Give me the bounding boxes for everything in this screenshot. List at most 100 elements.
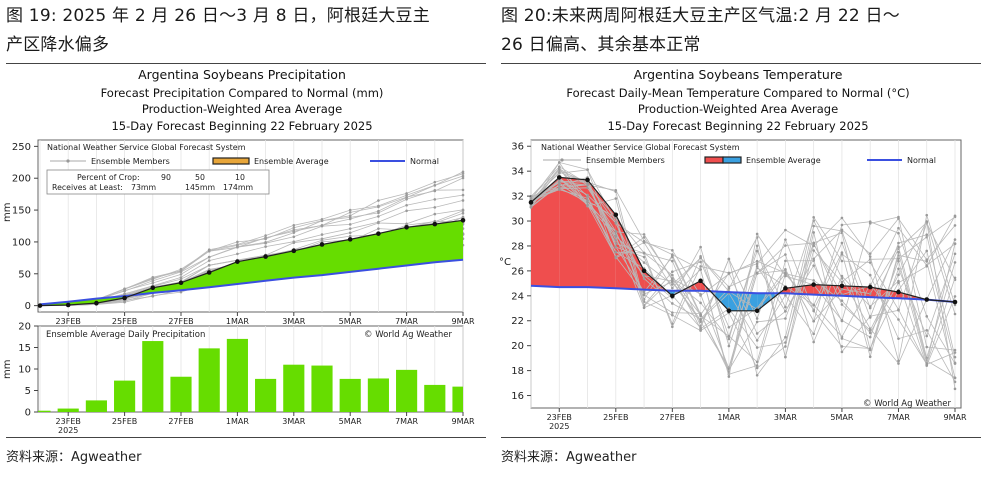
- temp-ensemble-member-point: [953, 348, 957, 352]
- crop-table-pct-90: 90: [161, 173, 171, 182]
- crop-table-box: [46, 169, 270, 195]
- precip-ensemble-member-point: [179, 273, 183, 276]
- temp-ensemble-member-point: [925, 213, 929, 217]
- precip-ensemble-member-point: [348, 234, 352, 238]
- right-chart-subtitle-3: 15-Day Forecast Beginning 22 February 20…: [607, 119, 868, 133]
- temp-average-point: [726, 308, 732, 314]
- precip-ensemble-member-point: [377, 221, 380, 225]
- temp-ensemble-member-point: [755, 360, 759, 364]
- precip-ensemble-member-point: [405, 222, 408, 226]
- precip-ensemble-member-point: [236, 240, 239, 244]
- precip-ensemble-member-point: [292, 231, 296, 234]
- precip-ensemble-member-point: [461, 174, 465, 178]
- left-chart-title: Argentina Soybeans Precipitation: [138, 67, 346, 82]
- right-caption-rule: [501, 63, 981, 64]
- bar-x-year-label: 2025: [58, 426, 78, 434]
- temp-legend-average: Ensemble Average: [746, 156, 821, 165]
- precip-ensemble-member-point: [123, 289, 126, 293]
- daily-precip-bar: [38, 410, 51, 412]
- temp-ensemble-member-point: [953, 252, 957, 256]
- precip-ensemble-member-point: [405, 203, 408, 207]
- temp-ensemble-member-point: [840, 345, 844, 348]
- precip-ensemble-member-point: [377, 204, 380, 208]
- precip-ensemble-member-point: [236, 243, 239, 246]
- temp-y-tick-label: 20: [511, 341, 524, 352]
- temp-y-tick-label: 32: [511, 192, 524, 203]
- temp-ensemble-member-point: [642, 274, 646, 277]
- temp-ensemble-member-point: [953, 355, 957, 359]
- temp-ensemble-member-point: [755, 259, 759, 263]
- temp-ensemble-member-point: [953, 351, 957, 354]
- temp-ensemble-member-point: [840, 303, 844, 306]
- temp-y-tick-label: 24: [511, 291, 524, 302]
- temp-average-point: [896, 289, 901, 295]
- temp-ensemble-member-line: [530, 184, 956, 363]
- temp-ensemble-member-point: [812, 303, 815, 307]
- temp-ensemble-member-point: [812, 319, 815, 323]
- temp-ensemble-member-point: [784, 355, 787, 359]
- precip-y-tick-label: 0: [25, 301, 31, 312]
- right-chart-title: Argentina Soybeans Temperature: [634, 67, 843, 82]
- temp-average-point: [585, 177, 590, 183]
- bar-x-tick-label: 23FEB: [56, 417, 81, 426]
- temp-ensemble-member-point: [897, 231, 900, 235]
- precip-ensemble-member-point: [377, 227, 380, 230]
- daily-precip-bar: [142, 341, 164, 412]
- temp-ensemble-member-point: [642, 239, 646, 243]
- temp-anomaly-segment: [531, 177, 560, 288]
- temp-ensemble-member-point: [727, 375, 731, 378]
- temp-ensemble-member-point: [925, 345, 929, 349]
- temp-ensemble-member-point: [671, 279, 674, 283]
- temp-ensemble-member-point: [840, 228, 844, 232]
- precip-ensemble-member-point: [207, 263, 211, 267]
- crop-table-amt-10: 174mm: [223, 183, 253, 192]
- precip-ensemble-member-point: [433, 183, 437, 187]
- precip-ensemble-member-point: [377, 209, 380, 213]
- bar-y-tick-label: 15: [18, 343, 31, 354]
- left-source-rule: [6, 437, 486, 438]
- precip-ensemble-member-point: [320, 237, 324, 241]
- precip-ensemble-member-point: [433, 180, 437, 184]
- temp-ensemble-member-point: [671, 325, 674, 329]
- precip-ensemble-member-point: [461, 211, 465, 215]
- precip-average-point: [235, 259, 240, 264]
- bar-x-tick-label: 3MAR: [282, 417, 305, 426]
- temp-ensemble-member-point: [755, 373, 759, 377]
- right-figure: 图 20:未来两周阿根廷大豆主产区气温:2 月 22 日～ 26 日偏高、其余基…: [495, 0, 988, 478]
- temp-ensemble-member-line: [530, 189, 956, 348]
- temp-ensemble-member-point: [614, 245, 618, 248]
- temp-x-tick-label: 9MAR: [943, 413, 966, 422]
- temp-ensemble-member-line: [530, 171, 956, 358]
- temp-ensemble-member-point: [755, 232, 759, 236]
- precip-ensemble-member-point: [264, 237, 267, 241]
- temp-ensemble-member-point: [642, 290, 646, 294]
- precip-x-tick-label: 5MAR: [339, 317, 362, 326]
- precip-ensemble-member-point: [461, 193, 465, 197]
- temp-ensemble-member-point: [953, 312, 957, 316]
- temp-ensemble-member-point: [840, 337, 844, 340]
- precip-average-point: [404, 224, 409, 230]
- temp-ensemble-member-point: [812, 340, 815, 344]
- temp-ensemble-member-point: [925, 249, 929, 253]
- precip-ensemble-member-point: [348, 223, 352, 226]
- temp-average-point: [670, 293, 675, 299]
- precip-y-tick-label: 200: [12, 174, 31, 185]
- temp-ensemble-member-point: [897, 362, 900, 365]
- temp-ensemble-member-point: [727, 337, 731, 341]
- bar-x-tick-label: 7MAR: [395, 417, 418, 426]
- temp-legend-header: National Weather Service Global Forecast…: [541, 143, 740, 152]
- temp-ensemble-member-point: [953, 224, 957, 227]
- temp-ensemble-member-point: [671, 313, 674, 317]
- temp-average-point: [952, 299, 958, 305]
- bar-y-tick-label: 0: [25, 408, 31, 419]
- temp-ensemble-member-point: [868, 316, 872, 319]
- precip-y-tick-label: 100: [12, 237, 31, 248]
- precip-average-point: [291, 248, 297, 254]
- temp-ensemble-member-point: [755, 320, 759, 324]
- temp-ensemble-member-point: [614, 238, 618, 242]
- precip-legend-members-dot: [66, 159, 70, 163]
- temp-ensemble-member-point: [586, 183, 589, 187]
- precip-ensemble-member-point: [151, 279, 155, 283]
- temp-ensemble-member-point: [557, 187, 561, 191]
- temp-ensemble-member-point: [642, 306, 646, 310]
